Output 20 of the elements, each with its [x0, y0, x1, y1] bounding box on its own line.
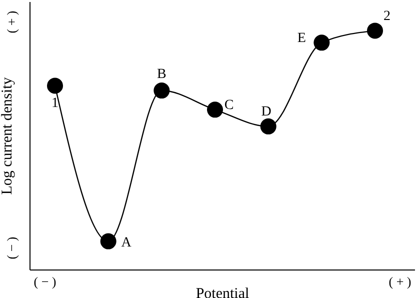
- point: [47, 78, 63, 94]
- annotation: E: [297, 30, 306, 46]
- annotation: 1: [52, 96, 58, 111]
- y-axis-title: Log current density: [0, 76, 16, 195]
- point: [260, 118, 276, 134]
- point: [314, 34, 330, 51]
- point: [367, 22, 383, 39]
- x-axis-title: Potential: [196, 286, 250, 298]
- text: 2: [384, 8, 390, 24]
- point: [207, 102, 223, 118]
- text: ( − ): [34, 274, 56, 289]
- text: ( − ): [4, 236, 19, 260]
- point: [100, 233, 116, 250]
- text: ( + ): [388, 274, 412, 289]
- annotation: D: [261, 104, 272, 120]
- point: [154, 82, 170, 99]
- annotation: A: [121, 236, 132, 251]
- annotation: C: [224, 98, 234, 113]
- annotation: B: [156, 66, 166, 82]
- text: ( + ): [4, 10, 19, 34]
